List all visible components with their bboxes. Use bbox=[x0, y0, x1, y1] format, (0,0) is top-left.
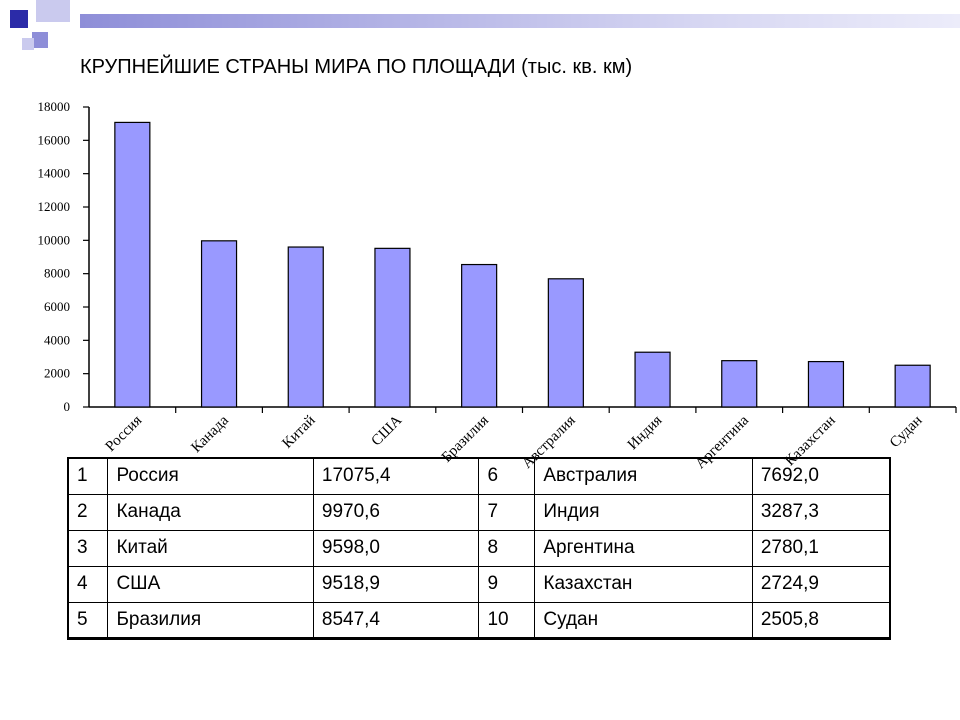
bar-3 bbox=[374, 247, 411, 408]
category-label: Индия bbox=[625, 412, 666, 453]
table-cell-num: 8 bbox=[478, 529, 536, 567]
table-cell-value: 17075,4 bbox=[312, 457, 480, 495]
table-cell-num: 9 bbox=[478, 565, 536, 603]
bar-1 bbox=[200, 240, 238, 408]
chart-y-ticks: 0 2000 4000 6000 8000 10000 12000 14000 16000 180… bbox=[38, 99, 89, 414]
table-row: 4 США 9518,9 9 Казахстан 2724,9 bbox=[67, 565, 891, 603]
table-cell-name: США bbox=[107, 565, 314, 603]
table-cell-num: 4 bbox=[67, 565, 109, 603]
bar-8 bbox=[807, 360, 845, 408]
decorative-square-light bbox=[36, 0, 70, 22]
table-cell-value: 7692,0 bbox=[751, 457, 891, 495]
table-cell-num: 10 bbox=[478, 601, 536, 640]
y-tick-label: 8000 bbox=[44, 266, 70, 281]
table-row: 2 Канада 9970,6 7 Индия 3287,3 bbox=[67, 493, 891, 531]
table-row: 3 Китай 9598,0 8 Аргентина 2780,1 bbox=[67, 529, 891, 567]
decorative-square-light-small bbox=[22, 38, 34, 50]
category-label: Россия bbox=[103, 412, 146, 455]
table-cell-num: 3 bbox=[67, 529, 109, 567]
bar-6 bbox=[634, 351, 671, 408]
y-tick-label: 16000 bbox=[38, 132, 71, 147]
decorative-square-mid bbox=[32, 32, 48, 48]
y-tick-label: 0 bbox=[64, 399, 71, 414]
decorative-square-dark bbox=[10, 10, 28, 28]
bar-9 bbox=[894, 364, 931, 408]
y-tick-label: 18000 bbox=[38, 99, 71, 114]
table-cell-num: 5 bbox=[67, 601, 109, 640]
y-tick-label: 14000 bbox=[38, 166, 71, 181]
table-cell-name: Канада bbox=[107, 493, 314, 531]
table-cell-name: Казахстан bbox=[534, 565, 753, 603]
y-tick-label: 12000 bbox=[38, 199, 71, 214]
category-label: Китай bbox=[279, 413, 318, 452]
y-tick-label: 2000 bbox=[44, 366, 70, 381]
table-cell-name: Австралия bbox=[534, 457, 753, 495]
data-table-body: 1 Россия 17075,4 6 Австралия 7692,0 2 Канада 997… bbox=[67, 457, 891, 640]
y-tick-label: 10000 bbox=[38, 232, 71, 247]
bar-7 bbox=[721, 360, 758, 408]
table-cell-value: 2724,9 bbox=[751, 565, 891, 603]
category-label: Канада bbox=[188, 412, 232, 456]
table-cell-num: 6 bbox=[478, 457, 536, 495]
table-cell-name: Бразилия bbox=[107, 601, 314, 640]
table-cell-value: 3287,3 bbox=[751, 493, 891, 531]
y-tick-label: 4000 bbox=[44, 332, 70, 347]
bar-2 bbox=[287, 246, 324, 408]
category-label: США bbox=[369, 412, 406, 449]
data-table: 1 Россия 17075,4 6 Австралия 7692,0 2 Канада 997… bbox=[67, 457, 891, 640]
table-cell-value: 9970,6 bbox=[312, 493, 480, 531]
bar-4 bbox=[461, 263, 498, 408]
table-row: 5 Бразилия 8547,4 10 Судан 2505,8 bbox=[67, 601, 891, 640]
decorative-top-stripe bbox=[80, 14, 960, 28]
category-label: Судан bbox=[887, 413, 926, 452]
table-cell-value: 8547,4 bbox=[312, 601, 480, 640]
table-cell-name: Аргентина bbox=[534, 529, 753, 567]
table-cell-name: Индия bbox=[534, 493, 753, 531]
table-cell-name: Китай bbox=[107, 529, 314, 567]
table-cell-value: 2780,1 bbox=[751, 529, 891, 567]
table-row: 1 Россия 17075,4 6 Австралия 7692,0 bbox=[67, 457, 891, 495]
table-cell-num: 1 bbox=[67, 457, 109, 495]
table-cell-num: 2 bbox=[67, 493, 109, 531]
y-tick-label: 6000 bbox=[44, 299, 70, 314]
chart-bars bbox=[114, 121, 931, 408]
bar-0 bbox=[114, 121, 151, 408]
chart-title: КРУПНЕЙШИЕ СТРАНЫ МИРА ПО ПЛОЩАДИ (тыс. … bbox=[80, 56, 633, 78]
table-cell-num: 7 bbox=[478, 493, 536, 531]
table-cell-name: Судан bbox=[534, 601, 753, 640]
table-cell-value: 9598,0 bbox=[312, 529, 480, 567]
table-cell-value: 9518,9 bbox=[312, 565, 480, 603]
bar-5 bbox=[547, 278, 584, 408]
table-cell-name: Россия bbox=[107, 457, 314, 495]
bar-chart: 0 2000 4000 6000 8000 10000 12000 14000 16000 180… bbox=[38, 99, 957, 472]
table-cell-value: 2505,8 bbox=[751, 601, 891, 640]
